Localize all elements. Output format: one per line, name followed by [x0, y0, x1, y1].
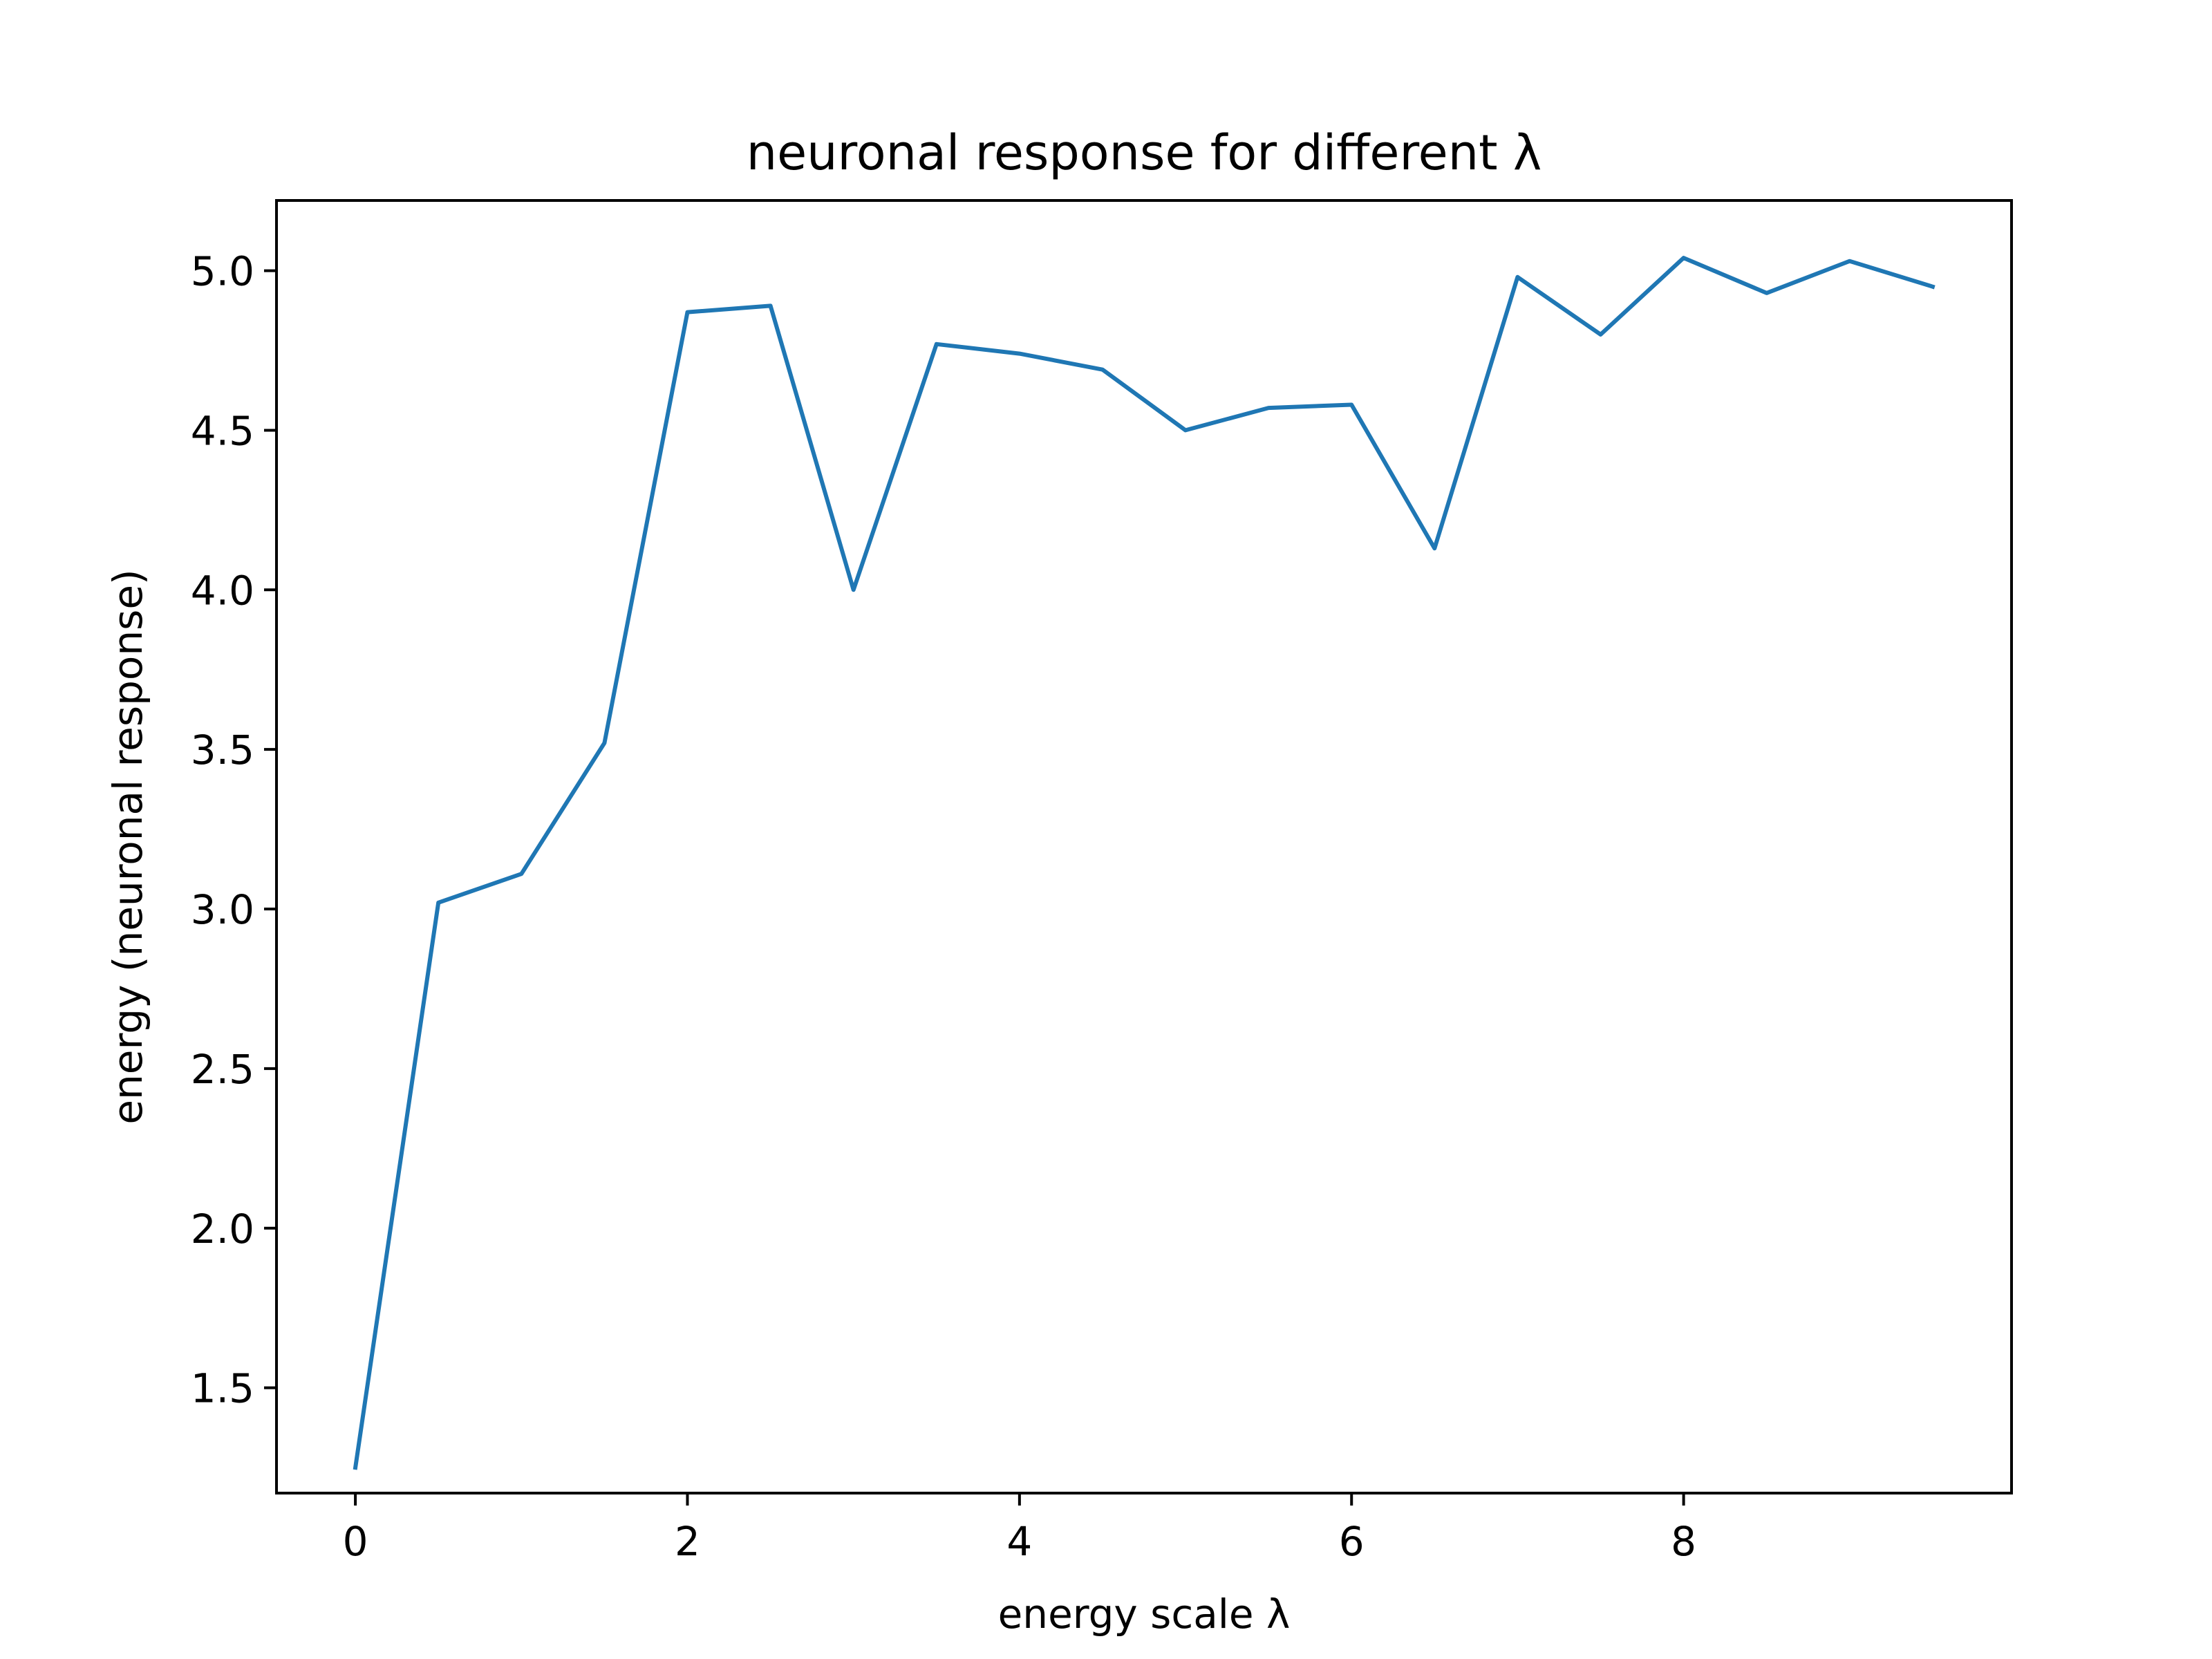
- y-tick-label: 2.5: [191, 1046, 254, 1093]
- series-line: [353, 256, 1936, 1470]
- y-tick-label: 5.0: [191, 248, 254, 295]
- x-axis-ticks: 0 2 4 6 8: [343, 1493, 1696, 1565]
- y-tick-label: 3.0: [191, 886, 254, 933]
- axes-frame: [275, 199, 2013, 1494]
- x-tick-label: 0: [343, 1518, 368, 1565]
- x-tick-label: 4: [1006, 1518, 1032, 1565]
- y-axis-title: energy (neuronal response): [104, 569, 151, 1124]
- y-tick-label: 3.5: [191, 727, 254, 774]
- x-tick-label: 8: [1671, 1518, 1696, 1565]
- y-tick-label: 2.0: [191, 1206, 254, 1253]
- y-tick-label: 1.5: [191, 1365, 254, 1412]
- y-tick-label: 4.5: [191, 407, 254, 454]
- x-tick-label: 6: [1339, 1518, 1365, 1565]
- y-axis-ticks: 1.5 2.0 2.5 3.0 3.5 4.0 4.5 5.0: [191, 248, 276, 1412]
- chart-title: neuronal response for different λ: [747, 124, 1542, 181]
- y-tick-label: 4.0: [191, 567, 254, 614]
- x-tick-label: 2: [675, 1518, 700, 1565]
- x-axis-title: energy scale λ: [998, 1591, 1291, 1638]
- plot-area: [353, 256, 1936, 1470]
